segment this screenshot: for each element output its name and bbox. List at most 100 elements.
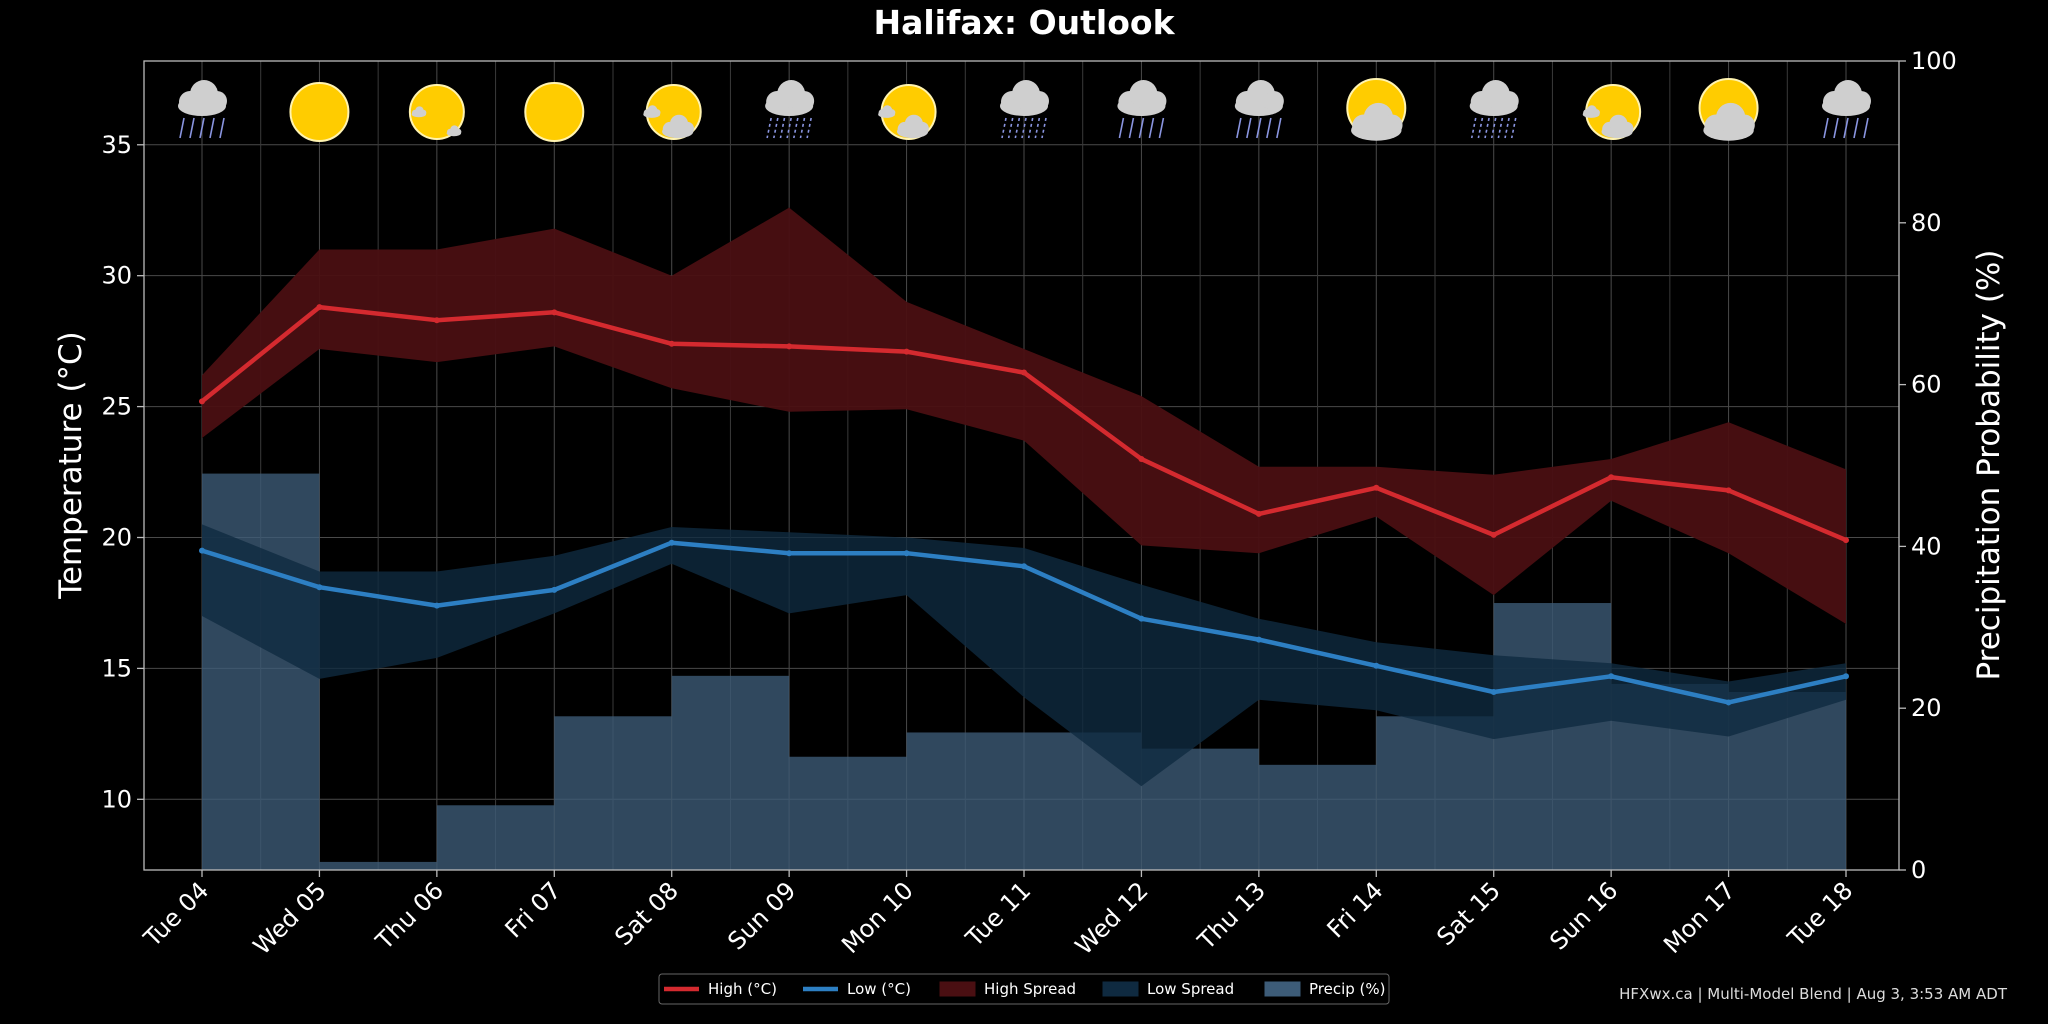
rain-streak — [1128, 117, 1135, 139]
high-line-point — [1373, 484, 1380, 491]
cloud-puff — [1029, 91, 1049, 111]
rain-streak — [199, 117, 205, 139]
low-line-point — [786, 550, 793, 557]
high-line-point — [316, 304, 323, 311]
precip-bar — [789, 756, 907, 870]
rain-streak — [1138, 117, 1145, 139]
low-line-point — [1490, 688, 1497, 695]
cloud-puff — [455, 128, 462, 135]
cloud-puff — [1263, 91, 1284, 111]
cloud-puff — [420, 109, 427, 116]
partly-cloudy-icon — [643, 84, 702, 140]
cloud-puff — [1851, 91, 1871, 111]
low-line-point — [1373, 662, 1380, 669]
rain-icon — [178, 80, 227, 139]
heavy-rain-icon — [1469, 80, 1519, 139]
low-line-point — [199, 547, 205, 554]
cloud-puff — [794, 91, 815, 111]
chart-title: Halifax: Outlook — [873, 3, 1175, 42]
low-line-point — [1138, 615, 1145, 622]
high-line-point — [1843, 537, 1849, 544]
precip-bar — [1258, 764, 1377, 870]
rain-streak — [1266, 117, 1272, 139]
high-line-point — [786, 343, 793, 350]
cloud-puff — [1733, 114, 1755, 136]
footer-credit: HFXwx.ca | Multi-Model Blend | Aug 3, 3:… — [1619, 985, 2008, 1003]
left-axis-ticks: 10 15 20 25 30 35 — [101, 131, 144, 813]
low-line-point — [1021, 563, 1027, 570]
cloud-puff — [1146, 91, 1167, 111]
precip-bar — [1376, 716, 1494, 870]
cloud-puff — [1498, 91, 1519, 111]
high-line-point — [1608, 474, 1615, 481]
precip-bar — [906, 732, 1024, 870]
rain-streak — [1853, 117, 1859, 139]
heavy-rain-icon — [1000, 80, 1049, 139]
cloud-puff — [680, 121, 694, 135]
partly-cloudy-icon — [1582, 84, 1642, 140]
high-line-point — [1490, 531, 1497, 538]
mostly-cloudy-icon — [1698, 78, 1759, 141]
low-spreadband — [202, 524, 1846, 787]
rain-icon — [1822, 80, 1871, 139]
y-tick-label: 15 — [101, 654, 132, 682]
mostly-cloudy-icon — [1346, 78, 1407, 141]
partly-cloudy-icon — [878, 84, 937, 140]
low-line-point — [1255, 636, 1262, 643]
rain-streak — [1833, 117, 1839, 139]
rain-icon — [1234, 80, 1284, 139]
low-line-point — [551, 586, 558, 593]
high-line-point — [1255, 510, 1262, 517]
plot-frame — [143, 60, 1900, 871]
y-axis-label: Temperature (°C) — [53, 331, 89, 600]
rain-streak — [179, 117, 185, 139]
y2-tick-label: 40 — [1911, 532, 1942, 560]
legend-swatch — [1102, 981, 1139, 997]
cloud-puff — [207, 91, 227, 111]
y-tick-label: 20 — [101, 523, 132, 551]
sun-disc — [289, 82, 350, 142]
low-line-point — [1843, 673, 1849, 680]
low-line-point — [668, 539, 675, 546]
temperature-lines — [199, 304, 1849, 706]
legend-label: Low Spread — [1147, 980, 1234, 998]
y2-tick-label: 0 — [1911, 856, 1926, 884]
sun-icon — [289, 82, 350, 142]
cloud-puff — [1381, 114, 1403, 136]
y-tick-label: 30 — [101, 262, 132, 290]
low-line-point — [1725, 699, 1732, 706]
rain-streak — [1256, 117, 1262, 139]
y2-tick-label: 80 — [1911, 209, 1942, 237]
right-axis-ticks: 0 20 40 60 80 100 — [1899, 47, 1957, 884]
precip-bar — [319, 861, 437, 870]
spread-bands — [202, 207, 1846, 787]
high-line-point — [1138, 455, 1145, 462]
rain-streak — [209, 117, 215, 139]
weather-icons — [178, 78, 1871, 142]
cloud-puff — [1620, 121, 1634, 135]
rain-streak — [189, 117, 195, 139]
sun-disc — [524, 82, 585, 142]
precip-bar — [1493, 603, 1612, 870]
rain-streak — [1246, 117, 1252, 139]
rain-streak — [1823, 117, 1829, 139]
legend-label: High Spread — [984, 980, 1076, 998]
high-line-point — [668, 340, 675, 347]
high-line-point — [1021, 369, 1027, 376]
rain-streak — [1118, 117, 1125, 139]
rain-streak — [1236, 117, 1242, 139]
high-line-point — [551, 309, 558, 316]
mostly-sunny-icon — [408, 84, 465, 140]
rain-streak — [219, 117, 225, 139]
low-line-point — [433, 602, 440, 609]
cloud-puff — [915, 121, 929, 135]
y-tick-label: 35 — [101, 131, 132, 159]
precip-bar — [554, 716, 672, 870]
high-line-point — [433, 317, 440, 324]
rain-streak — [1843, 117, 1849, 139]
low-line-point — [316, 584, 323, 591]
cloud-puff — [1592, 109, 1600, 117]
cloud-puff — [888, 109, 896, 117]
low-line-point — [1608, 673, 1615, 680]
